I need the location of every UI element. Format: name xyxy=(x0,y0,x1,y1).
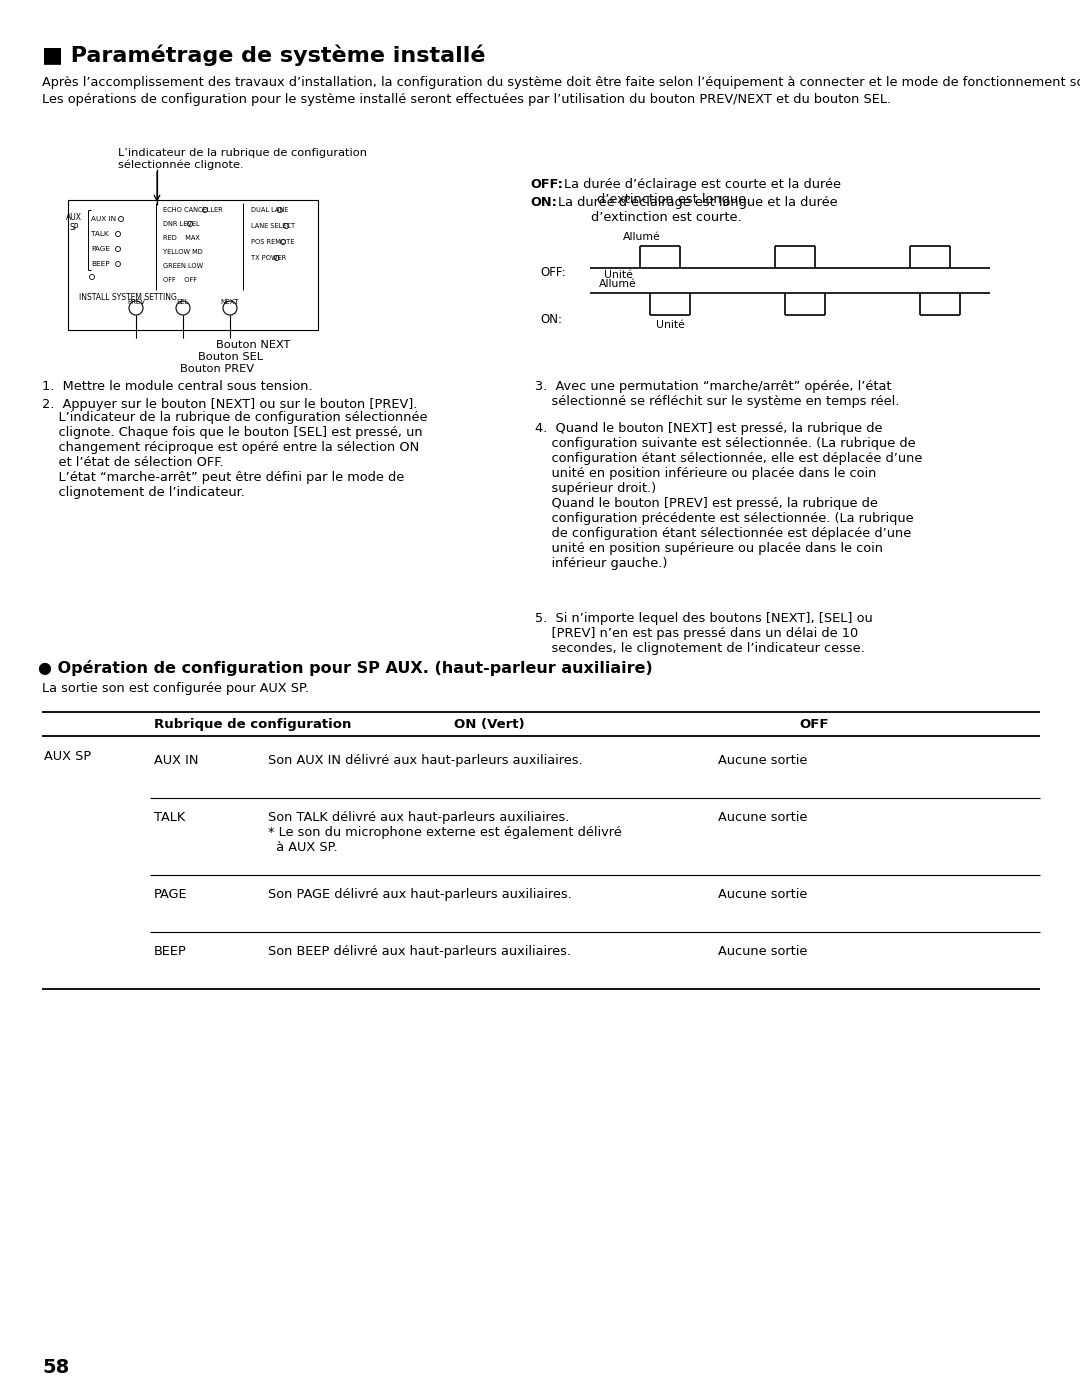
Text: Après l’accomplissement des travaux d’installation, la configuration du système : Après l’accomplissement des travaux d’in… xyxy=(42,76,1080,90)
Circle shape xyxy=(281,239,285,245)
Text: L’indicateur de la rubrique de configuration
sélectionnée clignote.: L’indicateur de la rubrique de configura… xyxy=(118,148,367,171)
Text: Son BEEP délivré aux haut-parleurs auxiliaires.: Son BEEP délivré aux haut-parleurs auxil… xyxy=(268,944,571,958)
Text: PAGE: PAGE xyxy=(154,888,188,901)
Text: Allumé: Allumé xyxy=(599,278,637,290)
Circle shape xyxy=(116,262,121,266)
Text: ● Opération de configuration pour SP AUX. (haut-parleur auxiliaire): ● Opération de configuration pour SP AUX… xyxy=(38,660,652,676)
Text: GREEN LOW: GREEN LOW xyxy=(163,263,203,269)
Text: ON (Vert): ON (Vert) xyxy=(454,718,524,732)
Circle shape xyxy=(90,274,95,280)
Text: La durée d’éclairage est courte et la durée
        d’extinction est longue.: La durée d’éclairage est courte et la du… xyxy=(564,178,841,206)
Text: NEXT: NEXT xyxy=(220,299,240,305)
Text: OFF    OFF: OFF OFF xyxy=(163,277,197,283)
Text: 1.  Mettre le module central sous tension.: 1. Mettre le module central sous tension… xyxy=(42,381,312,393)
Text: L’indicateur de la rubrique de configuration sélectionnée
    clignote. Chaque f: L’indicateur de la rubrique de configura… xyxy=(42,411,428,499)
Text: POS REMOTE: POS REMOTE xyxy=(251,239,295,245)
Bar xyxy=(68,200,318,330)
Text: AUX IN: AUX IN xyxy=(91,215,117,222)
Text: PREV: PREV xyxy=(127,299,145,305)
Text: Aucune sortie: Aucune sortie xyxy=(718,888,808,901)
Text: YELLOW MD: YELLOW MD xyxy=(163,249,203,255)
Text: AUX
SP: AUX SP xyxy=(66,213,82,232)
Text: Son AUX IN délivré aux haut-parleurs auxiliaires.: Son AUX IN délivré aux haut-parleurs aux… xyxy=(268,754,582,767)
Text: Allumé: Allumé xyxy=(623,232,661,242)
Text: 2.  Appuyer sur le bouton [NEXT] ou sur le bouton [PREV].: 2. Appuyer sur le bouton [NEXT] ou sur l… xyxy=(42,397,418,411)
Text: SEL: SEL xyxy=(177,299,189,305)
Text: BEEP: BEEP xyxy=(91,262,110,267)
Text: TALK: TALK xyxy=(154,811,186,824)
Text: LANE SELECT: LANE SELECT xyxy=(251,222,295,229)
Text: Bouton PREV: Bouton PREV xyxy=(180,364,254,374)
Circle shape xyxy=(176,301,190,315)
Text: La durée d’éclairage est longue et la durée
        d’extinction est courte.: La durée d’éclairage est longue et la du… xyxy=(558,196,838,224)
Circle shape xyxy=(278,207,282,213)
Text: 4.  Quand le bouton [NEXT] est pressé, la rubrique de
    configuration suivante: 4. Quand le bouton [NEXT] est pressé, la… xyxy=(535,422,922,569)
Text: Aucune sortie: Aucune sortie xyxy=(718,811,808,824)
Text: AUX IN: AUX IN xyxy=(154,754,199,767)
Circle shape xyxy=(284,224,288,228)
Text: OFF:: OFF: xyxy=(540,266,566,278)
Text: BEEP: BEEP xyxy=(154,944,187,958)
Text: Aucune sortie: Aucune sortie xyxy=(718,944,808,958)
Text: DNR LEVEL: DNR LEVEL xyxy=(163,221,200,227)
Text: 58: 58 xyxy=(42,1358,69,1377)
Text: INSTALL SYSTEM SETTING: INSTALL SYSTEM SETTING xyxy=(79,292,177,302)
Text: 5.  Si n’importe lequel des boutons [NEXT], [SEL] ou
    [PREV] n’en est pas pre: 5. Si n’importe lequel des boutons [NEXT… xyxy=(535,611,873,655)
Text: Rubrique de configuration: Rubrique de configuration xyxy=(154,718,351,732)
Text: RED    MAX: RED MAX xyxy=(163,235,200,241)
Text: ON:: ON: xyxy=(540,313,562,326)
Text: Bouton NEXT: Bouton NEXT xyxy=(216,340,291,350)
Circle shape xyxy=(129,301,143,315)
Text: Les opérations de configuration pour le système installé seront effectuées par l: Les opérations de configuration pour le … xyxy=(42,92,891,106)
Text: Aucune sortie: Aucune sortie xyxy=(718,754,808,767)
Circle shape xyxy=(222,301,237,315)
Text: OFF: OFF xyxy=(799,718,828,732)
Text: 3.  Avec une permutation “marche/arrêt” opérée, l’état
    sélectionné se réfléc: 3. Avec une permutation “marche/arrêt” o… xyxy=(535,381,900,409)
Text: Son PAGE délivré aux haut-parleurs auxiliaires.: Son PAGE délivré aux haut-parleurs auxil… xyxy=(268,888,571,901)
Text: AUX SP: AUX SP xyxy=(44,750,91,762)
Text: ■ Paramétrage de système installé: ■ Paramétrage de système installé xyxy=(42,43,486,66)
Text: Bouton SEL: Bouton SEL xyxy=(198,353,264,362)
Text: OFF:: OFF: xyxy=(530,178,563,192)
Text: Unité: Unité xyxy=(604,270,633,280)
Circle shape xyxy=(116,231,121,236)
Circle shape xyxy=(274,256,279,260)
Text: ECHO CANCELLER: ECHO CANCELLER xyxy=(163,207,222,213)
Text: ON:: ON: xyxy=(530,196,557,208)
Text: Son TALK délivré aux haut-parleurs auxiliaires.
* Le son du microphone externe e: Son TALK délivré aux haut-parleurs auxil… xyxy=(268,811,622,853)
Circle shape xyxy=(188,221,192,227)
Text: TX POWER: TX POWER xyxy=(251,255,286,262)
Circle shape xyxy=(119,217,123,221)
Circle shape xyxy=(116,246,121,252)
Text: DUAL LANE: DUAL LANE xyxy=(251,207,288,213)
Text: PAGE: PAGE xyxy=(91,246,110,252)
Circle shape xyxy=(203,207,207,213)
Text: TALK: TALK xyxy=(91,231,109,236)
Text: La sortie son est configurée pour AUX SP.: La sortie son est configurée pour AUX SP… xyxy=(42,681,309,695)
Text: Unité: Unité xyxy=(656,320,685,330)
